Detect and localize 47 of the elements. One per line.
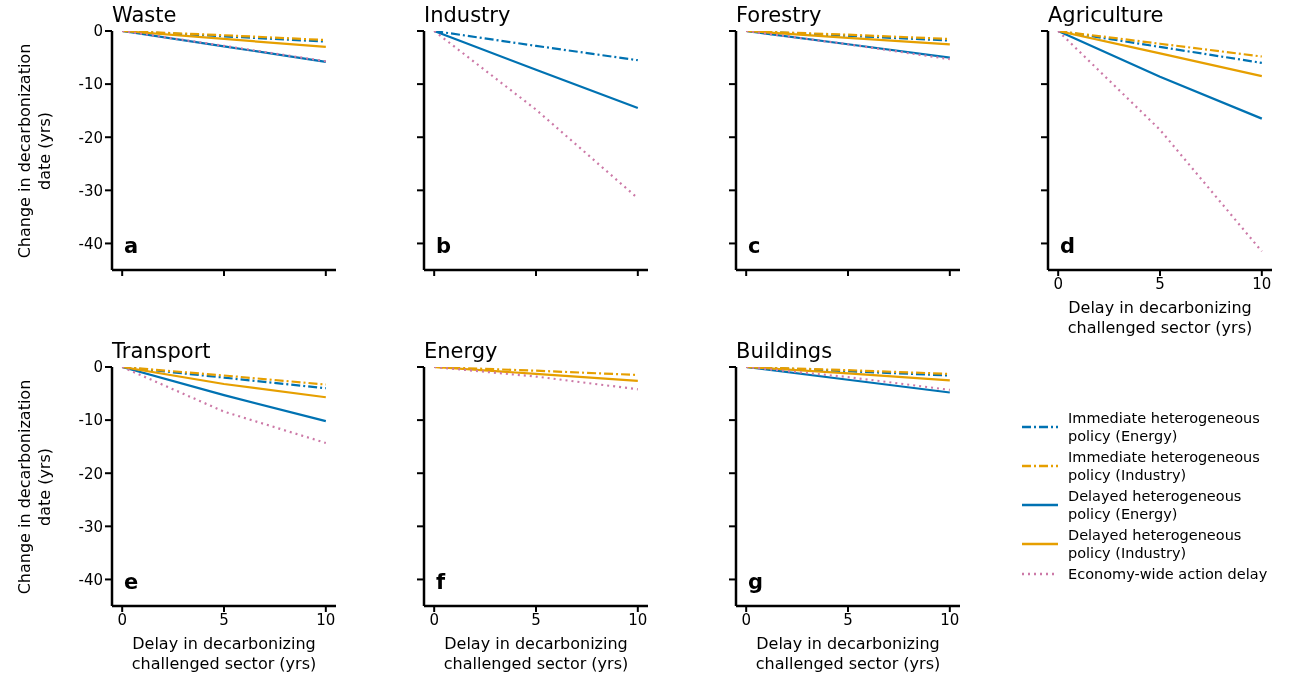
legend-label: Immediate heterogeneous policy (Industry): [1068, 448, 1261, 484]
x-tick-label: 0: [741, 610, 751, 629]
x-axis-title: Delay in decarbonizing challenged sector (yrs): [442, 634, 630, 674]
x-tick-label: 0: [117, 610, 127, 629]
y-tick-label: -40: [78, 234, 103, 253]
legend-label: Economy-wide action delay: [1068, 565, 1269, 583]
legend-label: Delayed heterogeneous policy (Industry): [1068, 526, 1243, 562]
chart-title: Industry: [424, 2, 511, 29]
legend-label: Immediate heterogeneous policy (Energy): [1068, 409, 1261, 445]
chart-title: Forestry: [736, 2, 822, 29]
annotation: c: [748, 234, 761, 258]
x-tick-label: 0: [429, 610, 439, 629]
x-tick-label: 5: [843, 610, 853, 629]
y-tick-label: 0: [93, 22, 103, 41]
annotation: e: [124, 570, 139, 594]
x-tick-label: 5: [531, 610, 541, 629]
y-tick-label: -10: [78, 411, 103, 430]
annotation: a: [124, 234, 139, 258]
x-tick-label: 10: [628, 610, 648, 629]
chart-title: Waste: [112, 2, 177, 29]
legend-label: Delayed heterogeneous policy (Energy): [1068, 487, 1243, 523]
annotation: f: [436, 570, 446, 594]
y-axis-title: Change in decarbonization date (yrs): [15, 378, 55, 596]
x-tick-label: 0: [1053, 274, 1063, 293]
y-tick-label: -30: [78, 517, 103, 536]
x-tick-label: 5: [1155, 274, 1165, 293]
x-tick-label: 10: [1252, 274, 1272, 293]
x-axis-title: Delay in decarbonizing challenged sector (yrs): [754, 634, 942, 674]
x-tick-label: 5: [219, 610, 229, 629]
x-tick-label: 10: [316, 610, 336, 629]
x-axis-title: Delay in decarbonizing challenged sector (yrs): [130, 634, 318, 674]
chart-title: Transport: [112, 338, 211, 365]
chart-title: Energy: [424, 338, 498, 365]
y-tick-label: -40: [78, 570, 103, 589]
y-tick-label: -10: [78, 75, 103, 94]
chart-title: Buildings: [736, 338, 833, 365]
x-tick-label: 10: [940, 610, 960, 629]
annotation: d: [1060, 234, 1076, 258]
y-tick-label: 0: [93, 358, 103, 377]
y-tick-label: -20: [78, 464, 103, 483]
y-tick-label: -20: [78, 128, 103, 147]
chart-title: Agriculture: [1048, 2, 1164, 29]
y-tick-label: -30: [78, 181, 103, 200]
y-axis-title: Change in decarbonization date (yrs): [15, 42, 55, 260]
x-axis-title: Delay in decarbonizing challenged sector (yrs): [1066, 298, 1254, 338]
annotation: g: [748, 570, 764, 594]
annotation: b: [436, 234, 452, 258]
